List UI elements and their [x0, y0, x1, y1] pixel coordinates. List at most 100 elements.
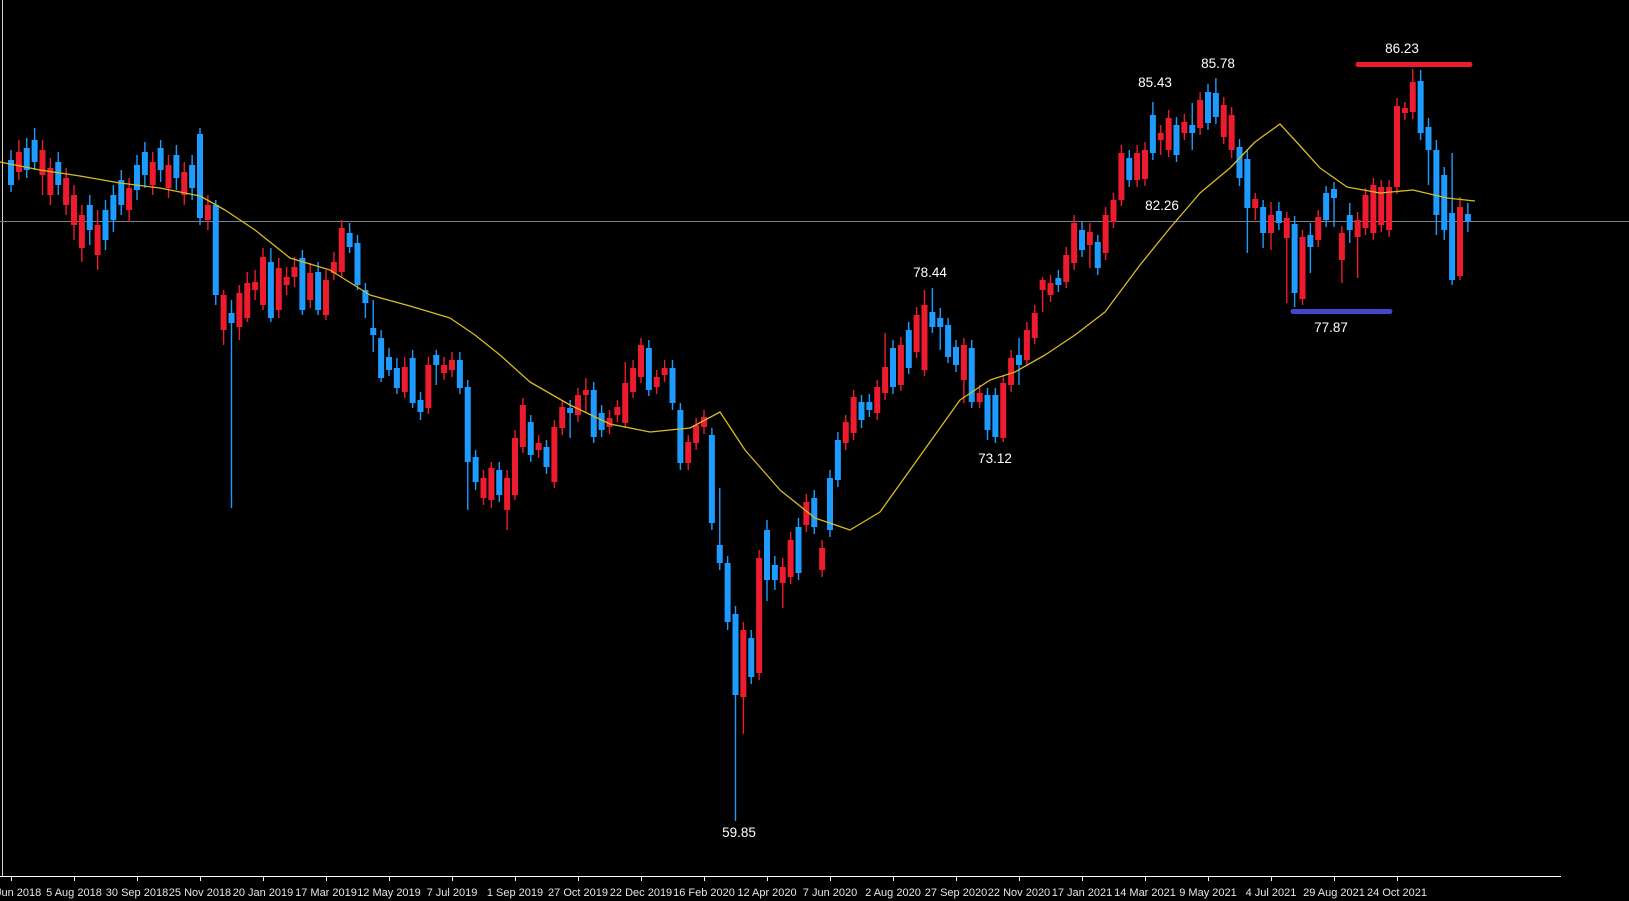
- candle-body: [464, 387, 471, 462]
- candle-body: [307, 273, 314, 300]
- candle-body: [543, 447, 550, 467]
- candle-body: [165, 165, 172, 188]
- candle-body: [645, 348, 652, 390]
- candle-body: [134, 165, 140, 190]
- candle-body: [669, 368, 676, 403]
- candle-body: [488, 468, 495, 500]
- candle-body: [102, 210, 109, 240]
- candle-body: [55, 162, 62, 185]
- candle-body: [141, 152, 148, 175]
- candle-body: [149, 162, 156, 185]
- candle-body: [472, 457, 479, 482]
- candle-body: [1307, 235, 1314, 247]
- candle-body: [71, 195, 77, 225]
- candle-body: [1236, 147, 1243, 178]
- candle-body: [1252, 199, 1259, 208]
- date-tick-label[interactable]: 27 Sep 2020: [925, 887, 987, 899]
- candle-body: [323, 280, 329, 315]
- candle-body: [598, 413, 605, 430]
- candle-body: [39, 150, 46, 175]
- price-label: 85.43: [1138, 75, 1172, 90]
- candle-body: [677, 410, 684, 463]
- candle-body: [661, 368, 668, 375]
- date-tick-label[interactable]: 17 Jan 2021: [1052, 887, 1113, 899]
- candle-body: [1055, 278, 1062, 285]
- candle-body: [110, 195, 117, 220]
- date-tick-label[interactable]: 7 Jun 2020: [803, 887, 857, 899]
- candle-body: [189, 165, 196, 188]
- date-tick-label[interactable]: 14 Mar 2021: [1114, 887, 1176, 899]
- candle-body: [929, 312, 936, 327]
- candle-body: [842, 422, 849, 443]
- candle-body: [1394, 106, 1400, 187]
- candle-body: [535, 443, 542, 450]
- candle-body: [275, 268, 282, 310]
- date-tick-label[interactable]: 22 Dec 2019: [610, 887, 672, 899]
- candle-body: [118, 180, 125, 205]
- candle-body: [393, 368, 400, 388]
- candle-body: [779, 567, 786, 583]
- candle-body: [1417, 81, 1424, 133]
- date-tick-label[interactable]: 2 Aug 2020: [865, 887, 921, 899]
- candle-body: [858, 402, 865, 420]
- date-tick-label[interactable]: 5 Aug 2018: [46, 887, 102, 899]
- candle-body: [283, 277, 290, 285]
- date-tick-label[interactable]: 1 Sep 2019: [487, 887, 543, 899]
- candle-body: [512, 438, 518, 495]
- date-tick-label[interactable]: 12 Apr 2020: [737, 887, 796, 899]
- candle-body: [433, 355, 440, 365]
- date-tick-label[interactable]: 4 Jul 2021: [1246, 887, 1297, 899]
- candle-body: [1401, 108, 1408, 113]
- candle-body: [693, 425, 700, 443]
- candle-body: [1102, 215, 1109, 253]
- candle-body: [756, 558, 763, 673]
- date-tick-label[interactable]: 29 Aug 2021: [1303, 887, 1365, 899]
- candle-body: [945, 325, 952, 357]
- candle-body: [1110, 200, 1117, 222]
- candle-body: [409, 358, 416, 403]
- candle-body: [417, 400, 424, 412]
- candle-body: [1118, 153, 1125, 200]
- date-tick-label[interactable]: 10 Jun 2018: [0, 887, 41, 899]
- candle-body: [204, 205, 211, 220]
- date-tick-label[interactable]: 16 Feb 2020: [673, 887, 735, 899]
- candle-body: [834, 440, 841, 480]
- candle-body: [449, 360, 455, 370]
- date-tick-label[interactable]: 24 Oct 2021: [1367, 887, 1427, 899]
- candle-body: [795, 527, 802, 573]
- candle-body: [1134, 153, 1141, 180]
- candle-body: [8, 160, 14, 185]
- candle-body: [1346, 215, 1353, 230]
- candle-body: [575, 395, 581, 415]
- date-tick-label[interactable]: 7 Jul 2019: [427, 887, 478, 899]
- date-tick-label[interactable]: 27 Oct 2019: [548, 887, 608, 899]
- candle-body: [173, 155, 180, 178]
- candle-body: [582, 390, 589, 395]
- date-tick-label[interactable]: 20 Jan 2019: [233, 887, 294, 899]
- candle-body: [1275, 211, 1282, 223]
- candle-body: [653, 377, 660, 387]
- candle-body: [330, 262, 337, 273]
- candle-body: [968, 348, 975, 402]
- candle-body: [1268, 215, 1274, 233]
- date-tick-label[interactable]: 9 May 2021: [1179, 887, 1236, 899]
- price-label: 73.12: [978, 451, 1012, 466]
- candle-body: [181, 172, 188, 195]
- date-tick-label[interactable]: 17 Mar 2019: [295, 887, 357, 899]
- candle-body: [921, 305, 928, 370]
- date-tick-label[interactable]: 22 Nov 2020: [988, 887, 1050, 899]
- candle-body: [708, 435, 715, 523]
- price-label: 77.87: [1314, 320, 1348, 335]
- date-tick-label[interactable]: 25 Nov 2018: [169, 887, 231, 899]
- date-tick-label[interactable]: 12 May 2019: [357, 887, 421, 899]
- candle-body: [890, 348, 896, 387]
- candle-body: [685, 442, 692, 463]
- candle-body: [496, 470, 503, 495]
- candle-body: [787, 540, 794, 577]
- date-tick-label[interactable]: 30 Sep 2018: [106, 887, 168, 899]
- candle-body: [23, 148, 30, 170]
- candle-body: [354, 243, 361, 285]
